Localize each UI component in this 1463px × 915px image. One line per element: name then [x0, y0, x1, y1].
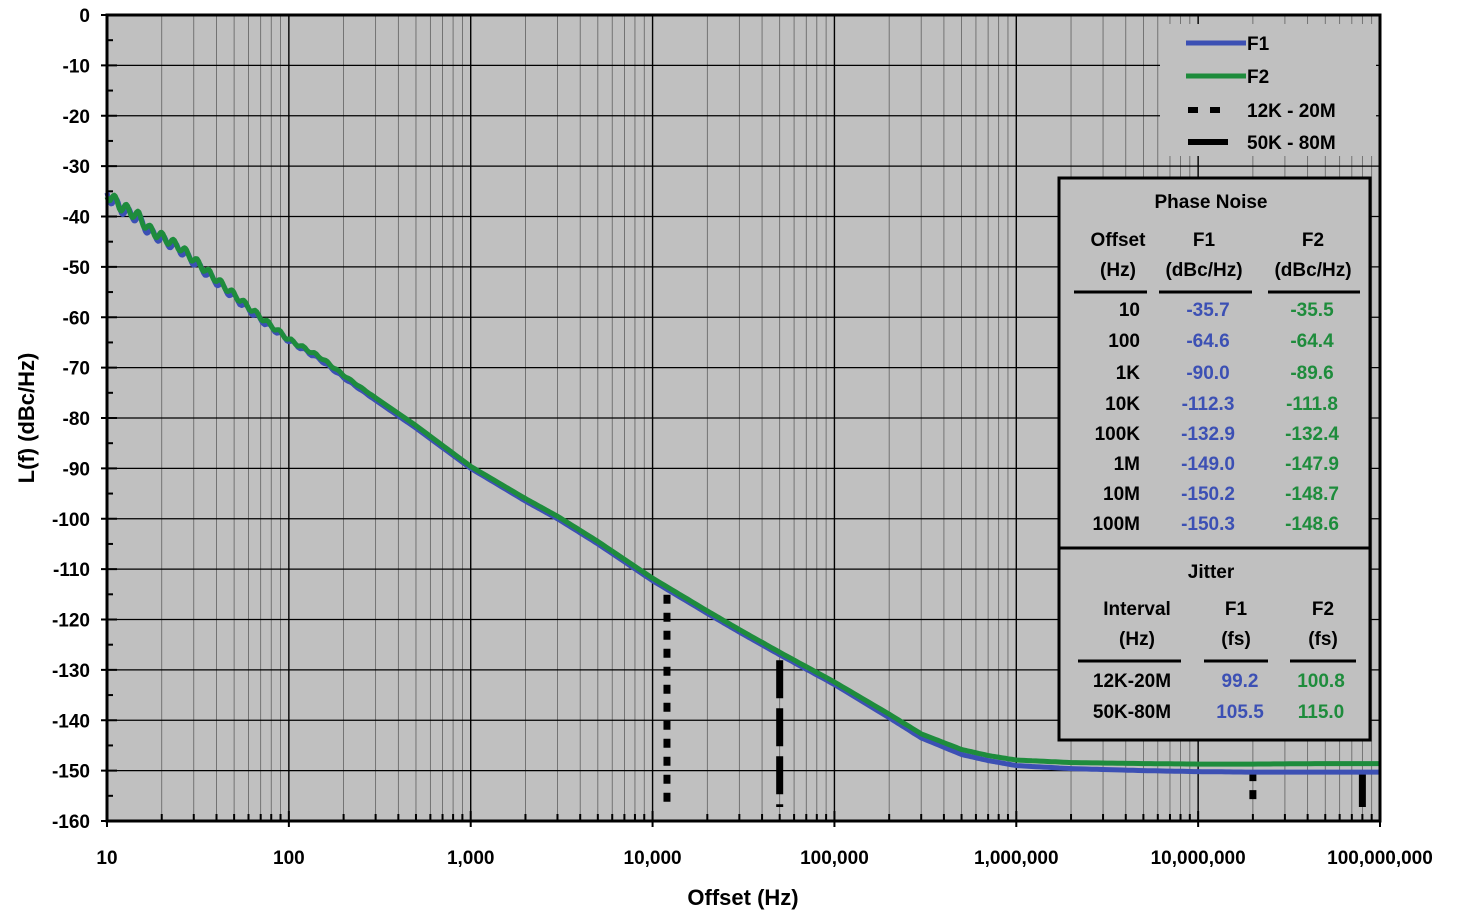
jitter-header-unit: (fs)	[1221, 629, 1251, 650]
phase-noise-f1-value: -112.3	[1182, 394, 1235, 415]
phase-noise-f2-value: -111.8	[1286, 394, 1338, 415]
phase-noise-f1-value: -150.2	[1181, 484, 1235, 505]
legend: F1 F2 12K - 20M 50K - 80M	[1160, 24, 1376, 156]
phase-noise-title: Phase Noise	[1155, 192, 1268, 213]
y-tick-label: -110	[53, 560, 90, 581]
y-axis-title: L(f) (dBc/Hz)	[14, 353, 39, 484]
jitter-f1-value: 105.5	[1216, 702, 1264, 723]
legend-label-12k-20m: 12K - 20M	[1247, 101, 1336, 122]
series-lines	[104, 192, 1380, 775]
legend-label-f1: F1	[1247, 34, 1270, 55]
x-tick-label: 1,000,000	[974, 848, 1059, 869]
y-tick-label: -40	[63, 208, 90, 229]
x-tick-label: 1,000	[447, 848, 495, 869]
legend-background	[1160, 24, 1376, 156]
phase-noise-f1-value: -90.0	[1186, 363, 1229, 384]
jitter-title: Jitter	[1188, 562, 1235, 583]
phase-noise-f2-value: -132.4	[1285, 424, 1339, 445]
x-tick-label: 10,000	[624, 848, 682, 869]
phase-noise-offset: 1K	[1116, 363, 1141, 384]
jitter-box	[1057, 546, 1372, 742]
phase-noise-f1-value: -132.9	[1181, 424, 1235, 445]
y-tick-labels: 0 -10 -20 -30 -40 -50 -60 -70 -80 -90 -100 -110 -120…	[52, 6, 90, 833]
x-axis-title: Offset (Hz)	[687, 885, 798, 910]
jitter-table: Jitter Interval (Hz) F1 (fs) F2 (fs) 12K-20M 99.…	[1057, 546, 1372, 742]
y-tick-label: -100	[52, 510, 90, 531]
jitter-interval: 50K-80M	[1093, 702, 1171, 723]
y-tick-label: -70	[63, 359, 90, 380]
phase-noise-offset: 100M	[1092, 514, 1140, 535]
y-tick-label: -160	[52, 812, 90, 833]
phase-noise-f2-value: -147.9	[1285, 454, 1339, 475]
y-tick-label: -80	[63, 409, 90, 430]
x-tick-label: 10,000,000	[1151, 848, 1246, 869]
jitter-f1-value: 99.2	[1222, 671, 1259, 692]
jitter-interval: 12K-20M	[1093, 671, 1171, 692]
integration-markers	[663, 594, 1366, 807]
jitter-header-unit: (Hz)	[1119, 629, 1155, 650]
phase-noise-header: F2	[1302, 230, 1324, 251]
phase-noise-f2-value: -64.4	[1290, 331, 1334, 352]
x-tick-label: 100,000,000	[1327, 848, 1433, 869]
x-tick-label: 100,000	[800, 848, 869, 869]
y-tick-label: 0	[79, 6, 90, 27]
phase-noise-offset: 100	[1108, 331, 1140, 352]
legend-label-50k-80m: 50K - 80M	[1247, 133, 1336, 154]
phase-noise-f1-value: -64.6	[1186, 331, 1229, 352]
y-tick-label: -150	[52, 762, 90, 783]
y-tick-label: -20	[63, 107, 90, 128]
legend-label-f2: F2	[1247, 67, 1269, 88]
phase-noise-header: Offset	[1091, 230, 1147, 251]
jitter-f2-value: 100.8	[1297, 671, 1345, 692]
y-tick-label: -140	[52, 711, 90, 732]
phase-noise-offset: 10	[1119, 300, 1140, 321]
y-tick-label: -50	[63, 258, 90, 279]
phase-noise-f1-value: -35.7	[1186, 300, 1229, 321]
phase-noise-table: Phase Noise Offset (Hz) F1 (dBc/Hz) F2 (dBc/Hz…	[1057, 176, 1372, 552]
phase-noise-offset: 10K	[1105, 394, 1140, 415]
y-tick-label: -120	[52, 611, 90, 632]
x-tick-label: 100	[273, 848, 305, 869]
x-tick-label: 10	[96, 848, 117, 869]
phase-noise-f2-value: -35.5	[1290, 300, 1334, 321]
plot-border	[105, 13, 1382, 823]
phase-noise-header-unit: (dBc/Hz)	[1165, 260, 1242, 281]
y-tick-label: -30	[63, 157, 90, 178]
phase-noise-header-unit: (dBc/Hz)	[1274, 260, 1351, 281]
y-tick-label: -130	[52, 661, 90, 682]
phase-noise-offset: 10M	[1103, 484, 1140, 505]
phase-noise-header: F1	[1193, 230, 1216, 251]
phase-noise-f2-value: -148.6	[1285, 514, 1339, 535]
phase-noise-f2-value: -89.6	[1290, 363, 1333, 384]
series-line-f2	[104, 192, 1380, 767]
phase-noise-offset: 100K	[1095, 424, 1141, 445]
jitter-header: F2	[1312, 599, 1334, 620]
jitter-header: F1	[1225, 599, 1248, 620]
jitter-header-unit: (fs)	[1308, 629, 1338, 650]
phase-noise-f1-value: -149.0	[1181, 454, 1235, 475]
phase-noise-offset: 1M	[1114, 454, 1140, 475]
x-tick-labels: 10 100 1,000 10,000 100,000 1,000,000 10,000,0…	[96, 848, 1432, 869]
y-tick-label: -60	[63, 308, 90, 329]
phase-noise-header-unit: (Hz)	[1100, 260, 1136, 281]
y-tick-label: -90	[63, 459, 90, 480]
phase-noise-f1-value: -150.3	[1181, 514, 1235, 535]
phase-noise-f2-value: -148.7	[1285, 484, 1339, 505]
jitter-header: Interval	[1103, 599, 1171, 620]
y-tick-label: -10	[63, 56, 90, 77]
jitter-f2-value: 115.0	[1298, 702, 1345, 723]
